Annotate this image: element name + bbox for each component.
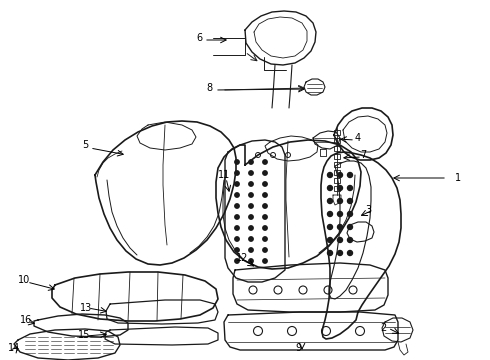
- Bar: [334, 146, 340, 151]
- Bar: [334, 138, 340, 143]
- Circle shape: [263, 226, 267, 230]
- Bar: [334, 162, 340, 167]
- Circle shape: [249, 193, 253, 197]
- Text: 12: 12: [236, 253, 248, 263]
- Circle shape: [347, 238, 352, 243]
- Circle shape: [263, 259, 267, 263]
- Text: 16: 16: [20, 315, 32, 325]
- Circle shape: [249, 259, 253, 263]
- Circle shape: [235, 259, 239, 263]
- Circle shape: [249, 237, 253, 241]
- Circle shape: [249, 248, 253, 252]
- Text: 6: 6: [196, 33, 202, 43]
- Circle shape: [249, 160, 253, 164]
- Circle shape: [338, 225, 343, 230]
- Circle shape: [235, 204, 239, 208]
- Bar: [334, 186, 340, 191]
- Circle shape: [235, 182, 239, 186]
- Circle shape: [235, 248, 239, 252]
- Circle shape: [263, 237, 267, 241]
- Circle shape: [263, 171, 267, 175]
- Circle shape: [327, 251, 333, 256]
- Circle shape: [235, 193, 239, 197]
- Bar: [334, 170, 340, 175]
- Text: 3: 3: [365, 205, 371, 215]
- Circle shape: [347, 185, 352, 190]
- Circle shape: [338, 172, 343, 177]
- Text: 9: 9: [295, 343, 301, 353]
- Circle shape: [327, 225, 333, 230]
- Circle shape: [249, 182, 253, 186]
- Circle shape: [347, 198, 352, 203]
- Circle shape: [263, 215, 267, 219]
- Text: 2: 2: [380, 323, 386, 333]
- Circle shape: [249, 215, 253, 219]
- Circle shape: [249, 171, 253, 175]
- Text: 14: 14: [8, 343, 20, 353]
- Circle shape: [235, 226, 239, 230]
- Circle shape: [327, 185, 333, 190]
- Bar: [334, 154, 340, 159]
- Text: 8: 8: [206, 83, 212, 93]
- Circle shape: [338, 198, 343, 203]
- Circle shape: [263, 248, 267, 252]
- Circle shape: [235, 160, 239, 164]
- Circle shape: [235, 171, 239, 175]
- Bar: [334, 130, 340, 135]
- Circle shape: [338, 185, 343, 190]
- Circle shape: [327, 238, 333, 243]
- Text: 13: 13: [80, 303, 92, 313]
- Circle shape: [263, 160, 267, 164]
- Circle shape: [327, 211, 333, 216]
- Text: 7: 7: [360, 150, 366, 160]
- Text: 4: 4: [355, 133, 361, 143]
- Circle shape: [249, 226, 253, 230]
- Text: 1: 1: [455, 173, 461, 183]
- Circle shape: [327, 198, 333, 203]
- Circle shape: [338, 211, 343, 216]
- Circle shape: [327, 172, 333, 177]
- Circle shape: [347, 211, 352, 216]
- Circle shape: [235, 215, 239, 219]
- Circle shape: [347, 172, 352, 177]
- Bar: [334, 178, 340, 183]
- Circle shape: [263, 193, 267, 197]
- Text: 5: 5: [82, 140, 88, 150]
- Circle shape: [347, 225, 352, 230]
- Circle shape: [249, 204, 253, 208]
- Circle shape: [338, 238, 343, 243]
- Circle shape: [235, 237, 239, 241]
- Circle shape: [338, 251, 343, 256]
- Circle shape: [263, 204, 267, 208]
- Circle shape: [263, 182, 267, 186]
- Text: 11: 11: [218, 170, 230, 180]
- Text: 15: 15: [78, 330, 90, 340]
- Circle shape: [347, 251, 352, 256]
- Text: 10: 10: [18, 275, 30, 285]
